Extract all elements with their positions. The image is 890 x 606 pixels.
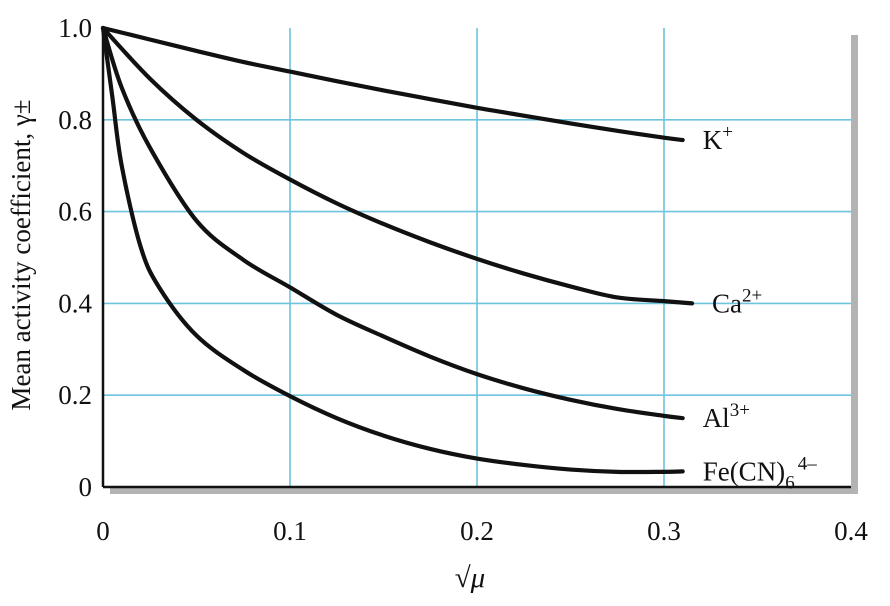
y-tick-label: 0.8 [58, 105, 92, 135]
x-tick-label: 0.3 [647, 516, 681, 546]
series-line-k [100, 25, 685, 143]
series-lines [100, 25, 695, 475]
series-label-k: K+ [703, 122, 733, 155]
series-label-fe-cn-64: Fe(CN)64– [703, 453, 818, 493]
y-tick-label: 0.2 [58, 380, 92, 410]
y-axis-label: Mean activity coefficient, γ± [6, 99, 36, 410]
series-line-fe-cn-64 [100, 25, 685, 475]
x-tick-label: 0 [96, 516, 110, 546]
x-tick-label: 0.4 [834, 516, 868, 546]
y-tick-label: 0.4 [58, 288, 92, 318]
series-label-ca2: Ca2+ [712, 285, 762, 318]
x-axis-label: √μ [455, 562, 485, 594]
series-label-al3: Al3+ [703, 400, 750, 433]
y-tick-label: 1.0 [58, 13, 92, 43]
y-tick-label: 0.6 [58, 197, 92, 227]
x-tick-label: 0.1 [273, 516, 307, 546]
y-tick-label: 0 [79, 472, 93, 502]
series-line-al3 [100, 25, 685, 421]
series-line-ca2 [100, 25, 695, 306]
grid [103, 28, 851, 487]
x-tick-label: 0.2 [460, 516, 494, 546]
